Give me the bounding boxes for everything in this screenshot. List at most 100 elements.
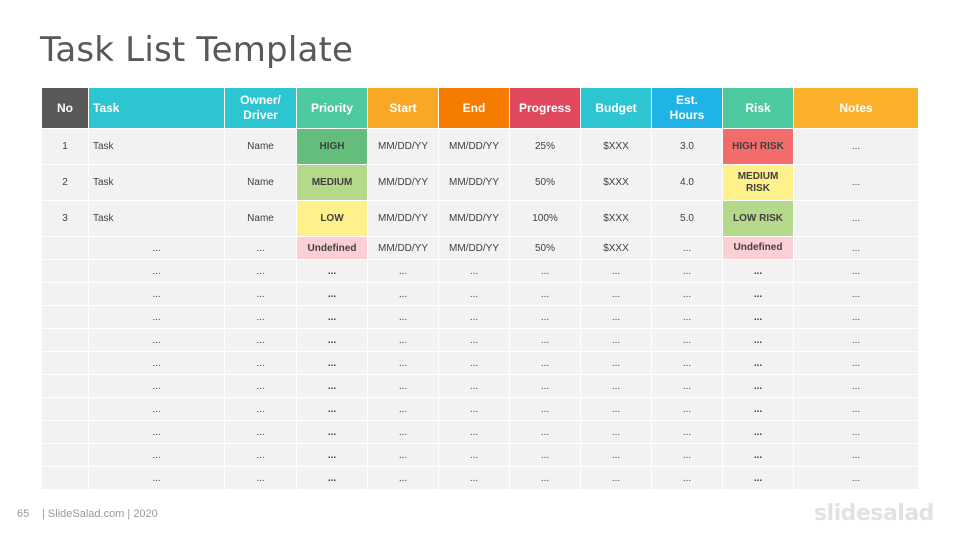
cell-progress: ... <box>510 329 580 351</box>
cell-start: MM/DD/YY <box>368 201 438 236</box>
cell-notes: ... <box>794 260 918 282</box>
cell-priority: ... <box>297 283 367 305</box>
cell-task: ... <box>89 398 224 420</box>
cell-priority: Undefined <box>297 237 367 259</box>
cell-hours: ... <box>652 329 722 351</box>
cell-priority: LOW <box>297 201 367 236</box>
cell-start: ... <box>368 260 438 282</box>
cell-owner: ... <box>225 375 296 397</box>
cell-progress: ... <box>510 467 580 489</box>
cell-risk: Undefined <box>723 237 793 259</box>
cell-hours: ... <box>652 306 722 328</box>
cell-no <box>42 421 88 443</box>
cell-task: ... <box>89 375 224 397</box>
cell-priority: HIGH <box>297 129 367 164</box>
cell-budget: ... <box>581 398 651 420</box>
cell-budget: $XXX <box>581 237 651 259</box>
cell-owner: Name <box>225 129 296 164</box>
cell-budget: ... <box>581 306 651 328</box>
cell-risk: ... <box>723 329 793 351</box>
cell-no <box>42 329 88 351</box>
table-header-row: No Task Owner/ Driver Priority Start End… <box>42 88 918 128</box>
cell-start: ... <box>368 329 438 351</box>
cell-owner: Name <box>225 201 296 236</box>
cell-hours: ... <box>652 444 722 466</box>
task-table: No Task Owner/ Driver Priority Start End… <box>41 87 919 490</box>
cell-owner: ... <box>225 421 296 443</box>
cell-notes: ... <box>794 129 918 164</box>
cell-hours: 3.0 <box>652 129 722 164</box>
cell-progress: ... <box>510 398 580 420</box>
cell-hours: 5.0 <box>652 201 722 236</box>
cell-notes: ... <box>794 306 918 328</box>
cell-task: ... <box>89 444 224 466</box>
table-row: .............................. <box>42 444 918 466</box>
cell-budget: ... <box>581 421 651 443</box>
cell-task: ... <box>89 352 224 374</box>
cell-risk: ... <box>723 421 793 443</box>
table-row: .............................. <box>42 306 918 328</box>
cell-priority: ... <box>297 421 367 443</box>
cell-end: ... <box>439 421 509 443</box>
cell-no: 1 <box>42 129 88 164</box>
cell-priority: ... <box>297 375 367 397</box>
table-row: .............................. <box>42 375 918 397</box>
table-row: .............................. <box>42 421 918 443</box>
cell-notes: ... <box>794 352 918 374</box>
cell-notes: ... <box>794 467 918 489</box>
table-row: .............................. <box>42 260 918 282</box>
cell-start: ... <box>368 444 438 466</box>
cell-risk: ... <box>723 352 793 374</box>
cell-notes: ... <box>794 398 918 420</box>
cell-budget: ... <box>581 260 651 282</box>
cell-budget: ... <box>581 352 651 374</box>
table-row: 1 Task Name HIGH MM/DD/YY MM/DD/YY 25% $XXX 3.0 H… <box>42 129 918 164</box>
cell-owner: ... <box>225 237 296 259</box>
cell-progress: 50% <box>510 165 580 200</box>
cell-progress: ... <box>510 375 580 397</box>
page-number: 65 <box>17 508 30 520</box>
header-priority: Priority <box>297 88 367 128</box>
header-no: No <box>42 88 88 128</box>
cell-risk: ... <box>723 467 793 489</box>
cell-risk: ... <box>723 375 793 397</box>
cell-notes: ... <box>794 237 918 259</box>
cell-risk: MEDIUM RISK <box>723 165 793 200</box>
cell-risk: ... <box>723 306 793 328</box>
cell-budget: ... <box>581 444 651 466</box>
cell-risk: ... <box>723 444 793 466</box>
cell-no: 3 <box>42 201 88 236</box>
cell-owner: Name <box>225 165 296 200</box>
table-row: 3 Task Name LOW MM/DD/YY MM/DD/YY 100% $XXX 5.0 L… <box>42 201 918 236</box>
header-end: End <box>439 88 509 128</box>
cell-task: Task <box>89 201 224 236</box>
cell-end: MM/DD/YY <box>439 129 509 164</box>
cell-priority: MEDIUM <box>297 165 367 200</box>
header-owner: Owner/ Driver <box>225 88 296 128</box>
cell-task: Task <box>89 165 224 200</box>
cell-notes: ... <box>794 201 918 236</box>
header-task: Task <box>89 88 224 128</box>
cell-end: MM/DD/YY <box>439 237 509 259</box>
cell-end: ... <box>439 375 509 397</box>
cell-start: ... <box>368 283 438 305</box>
cell-progress: ... <box>510 352 580 374</box>
cell-start: ... <box>368 421 438 443</box>
cell-priority: ... <box>297 352 367 374</box>
cell-end: ... <box>439 467 509 489</box>
cell-end: ... <box>439 306 509 328</box>
cell-hours: ... <box>652 237 722 259</box>
cell-hours: 4.0 <box>652 165 722 200</box>
cell-progress: ... <box>510 444 580 466</box>
cell-budget: $XXX <box>581 201 651 236</box>
cell-start: ... <box>368 398 438 420</box>
cell-risk: ... <box>723 260 793 282</box>
table-row: .............................. <box>42 352 918 374</box>
cell-task: ... <box>89 421 224 443</box>
cell-no <box>42 352 88 374</box>
cell-priority: ... <box>297 260 367 282</box>
cell-start: MM/DD/YY <box>368 165 438 200</box>
cell-no: 2 <box>42 165 88 200</box>
cell-start: MM/DD/YY <box>368 129 438 164</box>
cell-budget: ... <box>581 283 651 305</box>
